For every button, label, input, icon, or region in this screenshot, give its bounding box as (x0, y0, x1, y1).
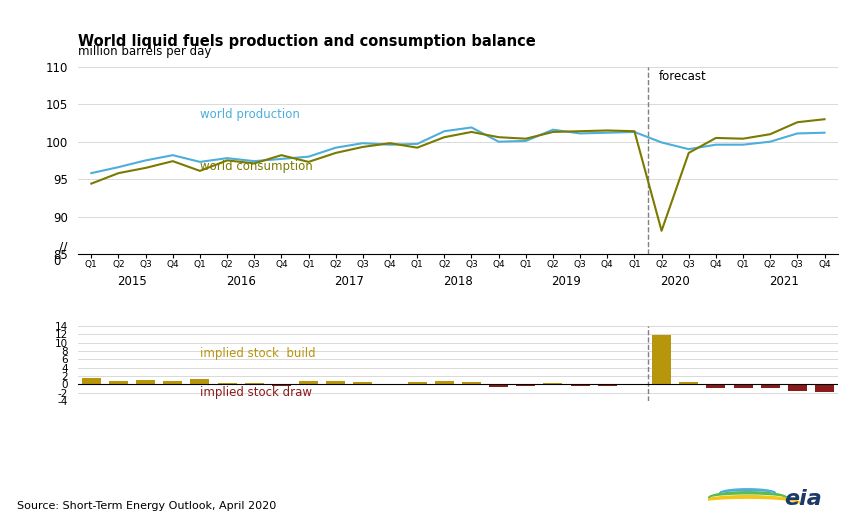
Bar (570, 384, 589, 386)
Text: //: // (59, 240, 67, 253)
Text: 2021: 2021 (769, 274, 798, 287)
Bar (380, 384, 399, 385)
Text: 2016: 2016 (226, 274, 256, 287)
Bar (272, 384, 291, 387)
Text: world production: world production (200, 108, 300, 121)
Bar (163, 381, 182, 384)
Bar (734, 384, 753, 388)
Text: Source: Short-Term Energy Outlook, April 2020: Source: Short-Term Energy Outlook, April… (17, 502, 276, 511)
Bar (815, 384, 834, 392)
Bar (788, 384, 807, 391)
Text: 2019: 2019 (551, 274, 581, 287)
Bar (760, 384, 779, 389)
Bar (109, 381, 128, 384)
Bar (137, 380, 156, 384)
Bar (435, 381, 454, 384)
Bar (218, 383, 237, 384)
Text: World liquid fuels production and consumption balance: World liquid fuels production and consum… (78, 34, 536, 49)
Text: 2018: 2018 (443, 274, 473, 287)
Bar (82, 378, 101, 384)
Bar (190, 379, 209, 384)
Text: 2020: 2020 (660, 274, 690, 287)
Text: million barrels per day: million barrels per day (78, 45, 211, 58)
Bar (408, 382, 427, 384)
Bar (353, 382, 372, 384)
Text: forecast: forecast (659, 69, 707, 83)
Bar (543, 383, 562, 384)
Bar (299, 381, 318, 384)
Text: implied stock  build: implied stock build (200, 347, 315, 360)
Bar (652, 335, 671, 384)
Text: 2015: 2015 (118, 274, 147, 287)
Text: 0: 0 (54, 255, 60, 268)
Text: 2017: 2017 (334, 274, 365, 287)
Bar (462, 382, 481, 384)
Bar (327, 381, 346, 384)
Bar (245, 383, 264, 384)
Text: implied stock draw: implied stock draw (200, 386, 312, 399)
Bar (598, 384, 617, 386)
Bar (679, 382, 698, 384)
Bar (517, 384, 536, 386)
Bar (489, 384, 508, 387)
Bar (707, 384, 726, 388)
Text: world consumption: world consumption (200, 160, 313, 173)
Text: eia: eia (785, 489, 823, 509)
